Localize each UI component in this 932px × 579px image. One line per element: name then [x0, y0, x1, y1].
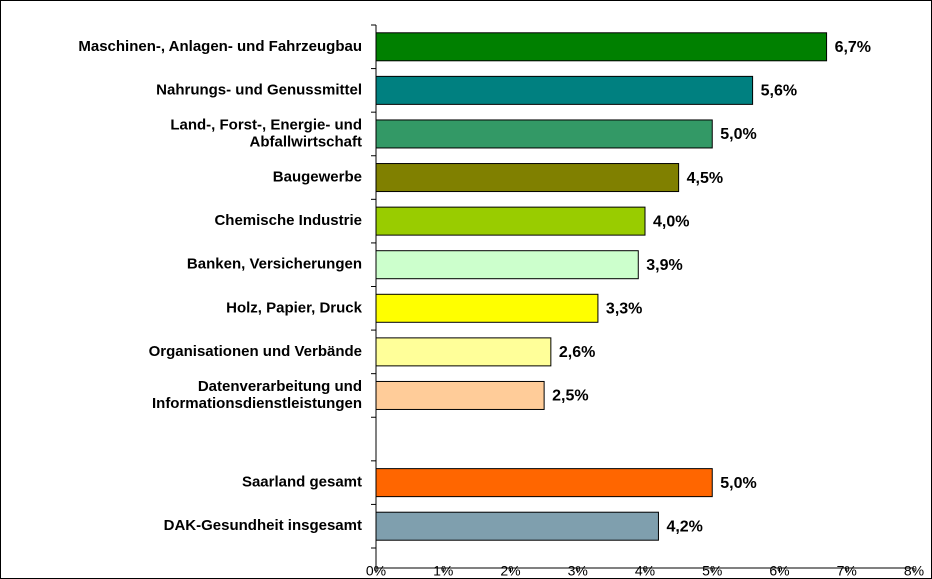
- category-label: Chemische Industrie: [214, 212, 362, 229]
- value-label: 4,5%: [687, 170, 723, 187]
- x-tick-label: 5%: [702, 563, 722, 579]
- value-label: 3,3%: [606, 301, 642, 318]
- value-label: 3,9%: [646, 257, 682, 274]
- x-tick-label: 2%: [500, 563, 520, 579]
- bar: [375, 206, 646, 236]
- value-label: 5,6%: [761, 83, 797, 100]
- x-tick-label: 1%: [433, 563, 453, 579]
- category-label: Land-, Forst-, Energie- und Abfallwirtsch…: [170, 116, 362, 150]
- x-tick-label: 4%: [635, 563, 655, 579]
- category-label: Banken, Versicherungen: [187, 256, 362, 273]
- x-tick-label: 6%: [769, 563, 789, 579]
- bar: [375, 32, 828, 62]
- value-label: 2,5%: [552, 388, 588, 405]
- category-label: Holz, Papier, Druck: [226, 299, 363, 316]
- category-label: Baugewerbe: [273, 169, 362, 186]
- bar: [375, 119, 713, 149]
- value-label: 6,7%: [835, 39, 871, 56]
- value-label: 5,0%: [720, 126, 756, 143]
- x-tick-label: 3%: [568, 563, 588, 579]
- category-label: Nahrungs- und Genussmittel: [156, 81, 362, 98]
- bar: [375, 293, 599, 323]
- bar: [375, 511, 659, 541]
- bar: [375, 337, 552, 367]
- value-label: 4,2%: [666, 518, 702, 535]
- category-label: Maschinen-, Anlagen- und Fahrzeugbau: [78, 38, 362, 55]
- category-label: Organisationen und Verbände: [149, 343, 362, 360]
- bar: [375, 75, 754, 105]
- value-label: 4,0%: [653, 213, 689, 230]
- bar: [375, 468, 713, 498]
- x-tick-label: 7%: [837, 563, 857, 579]
- category-label: Datenverarbeitung und Informationsdienstl…: [152, 378, 362, 412]
- bar: [375, 163, 680, 193]
- category-label: Saarland gesamt: [242, 474, 362, 491]
- category-label: DAK-Gesundheit insgesamt: [164, 517, 362, 534]
- x-tick-label: 0%: [366, 563, 386, 579]
- value-label: 5,0%: [720, 475, 756, 492]
- bar: [375, 380, 545, 410]
- x-tick-label: 8%: [904, 563, 924, 579]
- value-label: 2,6%: [559, 344, 595, 361]
- bar: [375, 250, 639, 280]
